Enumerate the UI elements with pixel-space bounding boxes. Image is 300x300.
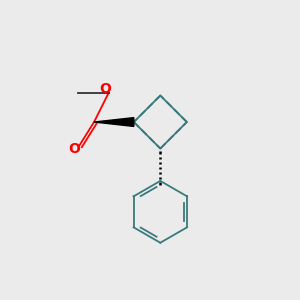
Text: O: O (99, 82, 111, 96)
Text: O: O (68, 142, 80, 155)
Polygon shape (94, 118, 134, 126)
